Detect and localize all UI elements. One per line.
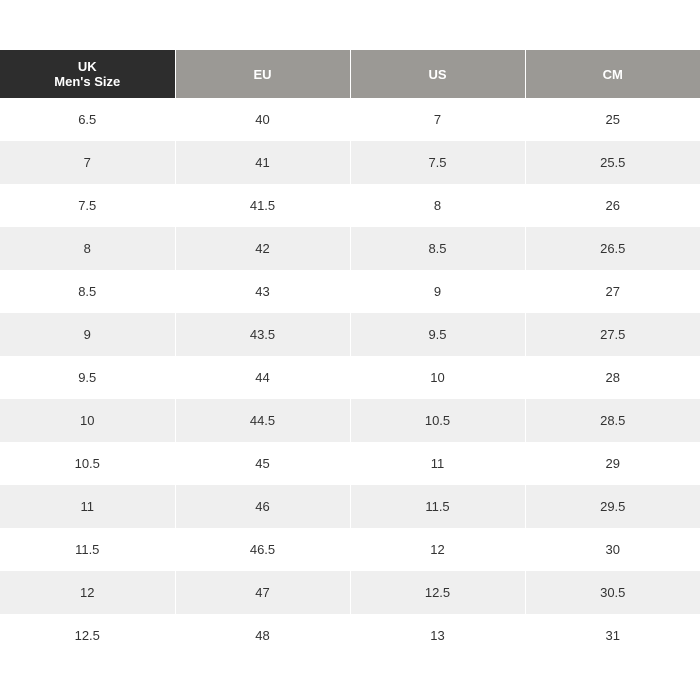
table-cell: 12.5	[74, 628, 100, 643]
table-cell: 10	[349, 356, 525, 399]
table-row: 6.5 40 7 25	[0, 98, 700, 141]
table-cell: 26.5	[524, 227, 700, 270]
table-cell: 11	[349, 442, 525, 485]
table-cell: 7.5	[349, 141, 525, 184]
table-cell: 28	[524, 356, 700, 399]
table-cell: 9	[0, 313, 175, 356]
table-cell: 12	[0, 571, 175, 614]
table-cell: 27.5	[524, 313, 700, 356]
table-row: 11.5 46.5 12 30	[0, 528, 700, 571]
table-cell: 8	[349, 184, 525, 227]
table-cell: 46.5	[174, 528, 350, 571]
table-cell: 46	[174, 485, 350, 528]
table-cell: 8.5	[78, 284, 97, 299]
table-cell: 48	[174, 614, 350, 657]
table-row: 7.5 41.5 8 26	[0, 184, 700, 227]
table-cell: 8	[0, 227, 175, 270]
table-cell: 9	[349, 270, 525, 313]
table-cell: 10.5	[349, 399, 525, 442]
column-header: CM	[524, 50, 700, 98]
table-cell: 31	[524, 614, 700, 657]
table-cell: 30	[524, 528, 700, 571]
table-cell: 28.5	[524, 399, 700, 442]
table-cell: 27	[524, 270, 700, 313]
table-cell: 11.5	[75, 542, 100, 557]
table-cell: 45	[174, 442, 350, 485]
table-cell: 25.5	[524, 141, 700, 184]
table-row: 12 47 12.5 30.5	[0, 571, 700, 614]
table-cell: 13	[349, 614, 525, 657]
table-cell: 12	[349, 528, 525, 571]
table-body: 6.5 40 7 25 7 41 7.5 25.5 7.5 41.5 8 26 8 42 8.5 26.5 8.…	[0, 98, 700, 657]
table-cell: 44	[174, 356, 350, 399]
table-cell: 41.5	[174, 184, 350, 227]
table-cell: 43	[174, 270, 350, 313]
table-cell: 29	[524, 442, 700, 485]
table-cell: 40	[174, 98, 350, 141]
table-row: 8 42 8.5 26.5	[0, 227, 700, 270]
table-row: 12.5 48 13 31	[0, 614, 700, 657]
table-cell: 42	[174, 227, 350, 270]
table-cell: 12.5	[349, 571, 525, 614]
table-cell: 30.5	[524, 571, 700, 614]
size-table: UK Men's Size EU US CM 6.5 40 7 25 7 41 7.5 25.5 7.…	[0, 50, 700, 657]
table-cell: 9.5	[78, 370, 97, 385]
table-cell: 8.5	[349, 227, 525, 270]
table-row: 10.5 45 11 29	[0, 442, 700, 485]
table-cell: 29.5	[524, 485, 700, 528]
table-cell: 11	[0, 485, 175, 528]
column-header: UK Men's Size	[0, 50, 175, 98]
table-row: 8.5 43 9 27	[0, 270, 700, 313]
table-row: 10 44.5 10.5 28.5	[0, 399, 700, 442]
table-row: 11 46 11.5 29.5	[0, 485, 700, 528]
size-chart: UK Men's Size EU US CM 6.5 40 7 25 7 41 7.5 25.5 7.…	[0, 50, 700, 657]
table-cell: 10	[0, 399, 175, 442]
table-cell: 41	[174, 141, 350, 184]
table-cell: 44.5	[174, 399, 350, 442]
table-row: 9 43.5 9.5 27.5	[0, 313, 700, 356]
table-cell: 7.5	[78, 198, 97, 213]
column-header: EU	[174, 50, 350, 98]
table-cell: 6.5	[78, 112, 97, 127]
table-cell: 9.5	[349, 313, 525, 356]
table-row: 9.5 44 10 28	[0, 356, 700, 399]
table-cell: 11.5	[349, 485, 525, 528]
table-cell: 43.5	[174, 313, 350, 356]
table-header: UK Men's Size EU US CM	[0, 50, 700, 98]
table-cell: 25	[524, 98, 700, 141]
table-cell: 47	[174, 571, 350, 614]
table-cell: 7	[0, 141, 175, 184]
header-row: UK Men's Size EU US CM	[0, 50, 700, 98]
table-cell: 26	[524, 184, 700, 227]
column-header: US	[349, 50, 525, 98]
table-row: 7 41 7.5 25.5	[0, 141, 700, 184]
table-cell: 10.5	[74, 456, 100, 471]
table-cell: 7	[349, 98, 525, 141]
